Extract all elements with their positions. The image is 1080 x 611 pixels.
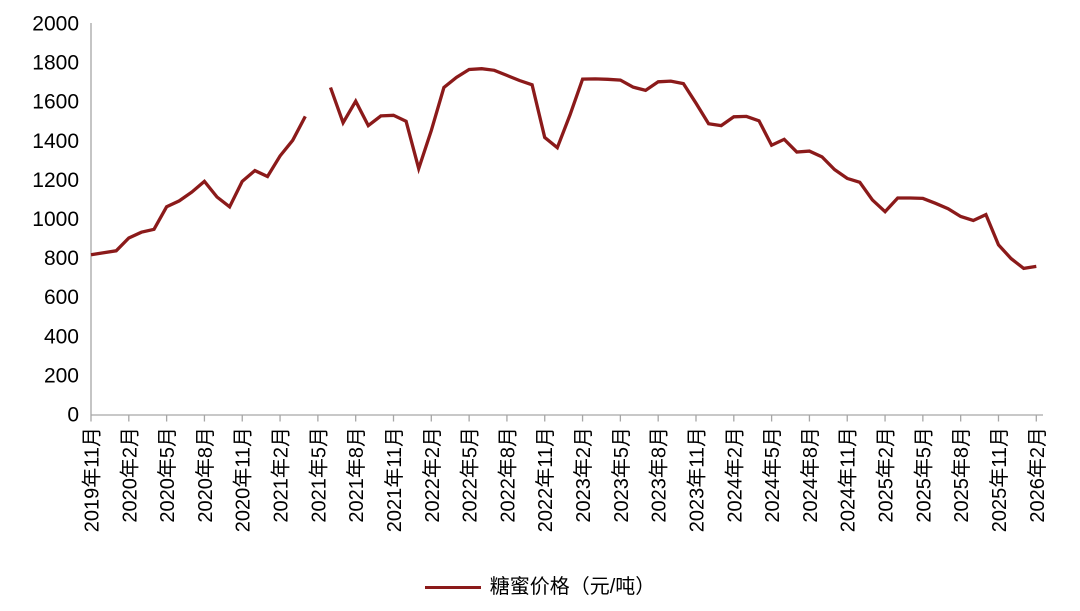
legend-line-swatch	[424, 585, 481, 589]
x-tick-label: 2022年2月	[421, 427, 444, 523]
y-tick-label: 800	[44, 247, 79, 270]
x-tick-label: 2021年8月	[345, 427, 368, 523]
y-tick-label: 200	[44, 364, 79, 387]
y-tick-label: 600	[44, 286, 79, 309]
x-tick-label: 2021年11月	[383, 427, 406, 532]
x-tick-label: 2024年8月	[799, 427, 822, 523]
x-tick-label: 2024年5月	[761, 427, 784, 523]
x-tick-label: 2022年5月	[459, 427, 482, 523]
x-tick-label: 2020年5月	[156, 427, 179, 523]
x-tick-label: 2023年11月	[685, 427, 708, 532]
x-tick-label: 2024年11月	[837, 427, 860, 532]
x-tick-label: 2021年5月	[307, 427, 330, 523]
x-tick-label: 2025年5月	[912, 427, 935, 523]
x-tick-label: 2020年2月	[118, 427, 141, 523]
x-tick-label: 2021年2月	[270, 427, 293, 523]
x-tick-label: 2020年11月	[232, 427, 255, 532]
molasses-price-line-chart: 0 200 400 600 800 1000 1200 1400 1600 1800 2000 201…	[32, 13, 1049, 533]
x-tick-label: 2023年8月	[648, 427, 671, 523]
x-tick-label: 2022年11月	[534, 427, 557, 532]
y-tick-label: 1600	[32, 91, 79, 114]
y-tick-label: 1400	[32, 130, 79, 153]
x-tick-label: 2026年2月	[1026, 427, 1049, 523]
x-tick-label: 2023年2月	[572, 427, 595, 523]
y-tick-label: 1200	[32, 169, 79, 192]
y-tick-label: 2000	[32, 13, 79, 36]
y-tick-label: 1800	[32, 52, 79, 75]
x-tick-label: 2025年2月	[875, 427, 898, 523]
y-tick-label: 0	[67, 404, 79, 427]
x-tick-label: 2022年8月	[496, 427, 519, 523]
y-tick-label: 400	[44, 325, 79, 348]
x-tick-label: 2024年2月	[723, 427, 746, 523]
chart-legend: 糖蜜价格（元/吨）	[0, 571, 1080, 603]
x-tick-label: 2023年5月	[610, 427, 633, 523]
legend-label: 糖蜜价格（元/吨）	[489, 576, 656, 598]
y-tick-label: 1000	[32, 208, 79, 231]
price-line	[90, 67, 1037, 271]
x-tick-label: 2019年11月	[81, 427, 104, 532]
x-tick-label: 2025年11月	[988, 427, 1011, 532]
x-tick-label: 2025年8月	[950, 427, 973, 523]
x-tick-label: 2020年8月	[194, 427, 217, 523]
